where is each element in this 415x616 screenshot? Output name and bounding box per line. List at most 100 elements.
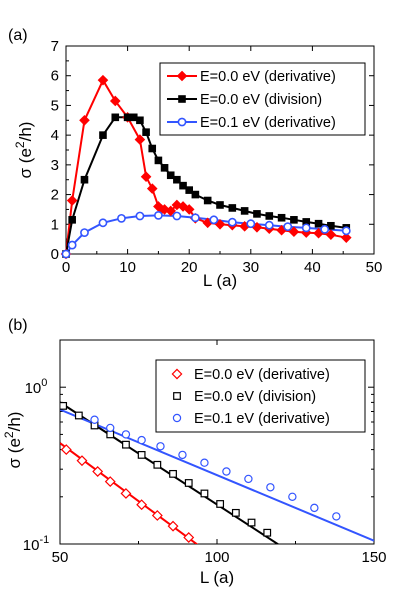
panel-a-y-tick-label: 2 — [51, 187, 59, 204]
panel-a-point-e-0-0-ev-derivative — [79, 114, 90, 126]
panel-a-point-e-0-0-ev-division — [166, 171, 175, 180]
panel-b-point-e-0-0-ev-division — [60, 401, 68, 410]
panel-a-point-e-0-1-ev-derivative — [153, 210, 163, 220]
panel-b-label: (b) — [8, 317, 28, 334]
panel-a-point-e-0-0-ev-division — [129, 113, 138, 122]
panel-b-point-e-0-0-ev-division — [169, 469, 177, 478]
panel-a-legend: E=0.0 eV (derivative) E=0.0 eV (division)… — [159, 62, 366, 136]
panel-a-point-e-0-1-ev-derivative — [283, 222, 293, 232]
panel-a-point-e-0-0-ev-division — [185, 186, 193, 194]
panel-b-point-e-0-0-ev-derivative — [151, 510, 163, 521]
panel-a-point-e-0-0-ev-division — [290, 216, 298, 224]
panel-a-point-e-0-0-ev-division — [277, 213, 286, 222]
panel-a-point-e-0-0-ev-derivative — [134, 134, 146, 145]
panel-b-point-e-0-0-ev-division — [153, 460, 162, 469]
panel-a-x-axis-label: L (a) — [203, 271, 237, 290]
panel-b-y-axis-label: σ (e2/h) — [2, 412, 24, 469]
panel-a-markers — [60, 74, 352, 260]
panel-a-point-e-0-0-ev-division — [136, 116, 144, 125]
panel-a-point-e-0-0-ev-division — [216, 201, 224, 209]
panel-b-point-e-0-1-ev-derivative — [121, 430, 131, 439]
panel-b-point-e-0-1-ev-derivative — [332, 512, 341, 521]
panel-b-point-e-0-0-ev-derivative — [136, 499, 148, 511]
panel-a-point-e-0-1-ev-derivative — [209, 215, 219, 225]
panel-b-point-e-0-1-ev-derivative — [288, 492, 297, 501]
panel-a-y-tick-label: 7 — [51, 38, 59, 55]
panel-b-point-e-0-1-ev-derivative — [156, 442, 165, 451]
panel-a-point-e-0-0-ev-division — [191, 190, 200, 199]
panel-a-y-axis-label: σ (e2/h) — [13, 122, 35, 179]
panel-b-point-e-0-1-ev-derivative — [310, 503, 319, 513]
panel-b-point-e-0-0-ev-division — [216, 500, 225, 508]
panel-a-point-e-0-0-ev-division — [265, 212, 274, 220]
panel-b-point-e-0-1-ev-derivative — [266, 483, 275, 492]
panel-b-point-e-0-0-ev-derivative — [92, 466, 104, 477]
panel-a-x-tick-label: 40 — [304, 259, 321, 276]
panel-b-axes: 50 100 150 10-1 100 — [23, 339, 387, 566]
panel-a-point-e-0-0-ev-division — [314, 219, 323, 228]
panel-a-point-e-0-0-ev-division — [142, 128, 150, 136]
panel-b-point-e-0-1-ev-derivative — [244, 474, 253, 484]
panel-a-point-e-0-0-ev-derivative — [109, 95, 121, 107]
panel-a-point-e-0-1-ev-derivative — [80, 228, 89, 238]
panel-a-x-tick-label: 20 — [181, 259, 198, 276]
panel-b-point-e-0-0-ev-derivative — [120, 488, 132, 499]
panel-b-legend-marker — [171, 368, 183, 380]
panel-a-point-e-0-0-ev-derivative — [165, 205, 177, 217]
panel-b-point-e-0-0-ev-division — [263, 528, 272, 537]
panel-b-y-label-post: /h) — [5, 412, 24, 432]
panel-a-point-e-0-0-ev-division — [253, 210, 261, 218]
panel-b-legend-box — [155, 359, 366, 433]
panel-a-legend-label: E=0.1 eV (derivative) — [200, 115, 336, 131]
panel-a-point-e-0-0-ev-division — [80, 175, 89, 184]
panel-a-point-e-0-1-ev-derivative — [246, 219, 256, 229]
panel-a-point-e-0-1-ev-derivative — [320, 224, 330, 234]
panel-a-point-e-0-1-ev-derivative — [98, 218, 108, 228]
panel-a-point-e-0-0-ev-division — [173, 175, 181, 184]
panel-a-point-e-0-0-ev-division — [203, 196, 212, 205]
panel-b-x-tick-label: 100 — [204, 549, 229, 566]
panel-a-point-e-0-0-ev-division — [240, 207, 249, 215]
panel-a-legend-label: E=0.0 eV (derivative) — [200, 69, 336, 85]
panel-a-y-tick-label: 1 — [51, 216, 59, 233]
panel-b-point-e-0-0-ev-division — [137, 451, 146, 459]
panel-b-point-e-0-1-ev-derivative — [106, 423, 115, 433]
panel-b-point-e-0-0-ev-division — [247, 518, 256, 527]
panel-b-legend-label: E=0.0 eV (derivative) — [194, 367, 330, 383]
panel-b-point-e-0-0-ev-derivative — [183, 532, 195, 543]
panel-b-legend-marker — [172, 413, 182, 423]
panel-a-x-tick-label: 10 — [119, 259, 136, 276]
panel-b-point-e-0-0-ev-derivative — [104, 476, 116, 488]
panel-a-legend-marker — [178, 95, 186, 103]
panel-b-point-e-0-0-ev-division — [231, 508, 240, 517]
panel-a-point-e-0-1-ev-derivative — [301, 223, 311, 233]
panel-a-point-e-0-0-ev-division — [123, 113, 132, 122]
panel-a-point-e-0-0-ev-division — [228, 204, 237, 212]
panel-a-point-e-0-1-ev-derivative — [135, 211, 145, 221]
panel-a-point-e-0-1-ev-derivative — [227, 217, 237, 227]
panel-a-point-e-0-0-ev-derivative — [340, 232, 352, 243]
panel-b-point-e-0-1-ev-derivative — [222, 467, 231, 476]
panel-a-point-e-0-1-ev-derivative — [341, 226, 351, 236]
panel-b-y-label-sup: 2 — [2, 431, 16, 438]
panel-a-point-e-0-0-ev-derivative — [183, 204, 195, 215]
panel-b-point-e-0-0-ev-derivative — [167, 520, 179, 532]
panel-a-point-e-0-0-ev-division — [327, 221, 335, 230]
panel-a-y-tick-label: 5 — [51, 97, 59, 114]
panel-a-label: (a) — [8, 27, 28, 44]
panel-a-legend-marker — [176, 70, 188, 82]
panel-b-point-e-0-1-ev-derivative — [200, 458, 209, 467]
panel-b-point-e-0-1-ev-derivative — [178, 450, 187, 460]
panel-a-y-label-sup: 2 — [13, 141, 27, 148]
panel-a-y-tick-label: 6 — [51, 68, 59, 85]
panel-a-point-e-0-1-ev-derivative — [61, 249, 71, 259]
panel-b-y-label-pre: σ (e — [5, 438, 24, 468]
panel-b-y-tick-label: 100 — [25, 377, 48, 397]
panel-a-point-e-0-0-ev-derivative — [140, 171, 152, 183]
panel-b-markers — [60, 401, 341, 543]
panel-a-point-e-0-0-ev-derivative — [66, 195, 78, 206]
panel-b-point-e-0-0-ev-division — [122, 440, 130, 449]
panel-a-x-tick-label: 0 — [62, 259, 70, 276]
panel-a-point-e-0-0-ev-division — [154, 156, 163, 165]
panel-a-point-e-0-0-ev-division — [160, 164, 169, 172]
